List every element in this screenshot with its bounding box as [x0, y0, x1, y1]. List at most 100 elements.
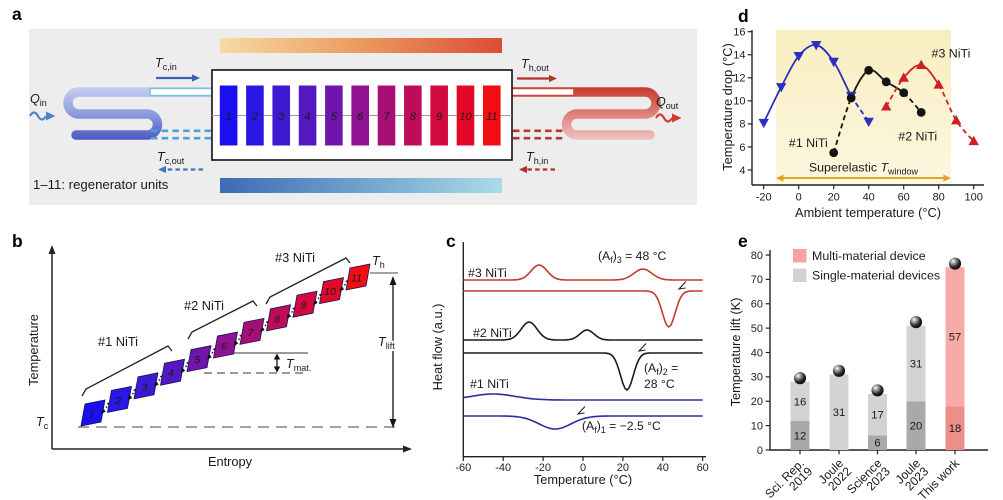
y-axis-label: Temperature drop (°C) [720, 43, 735, 170]
heat-transfer-dots [155, 376, 163, 385]
panel-label-a: a [12, 4, 22, 24]
bar-segment [906, 401, 926, 450]
dsc-series-label: #3 NiTi [468, 266, 507, 280]
label-q-in: Qin [30, 92, 47, 108]
data-point-triangle-up [898, 72, 909, 82]
total-marker-sphere [793, 372, 807, 385]
group3-label: #3 NiTi [275, 250, 315, 265]
data-point-circle [829, 148, 839, 158]
label-t-lift: Tlift [378, 335, 395, 351]
hot-heat-exchanger-coil [507, 87, 661, 140]
data-point-circle [864, 65, 874, 75]
bar-segment-value: 31 [833, 407, 846, 419]
series-labels: #1 NiTi #2 NiTi #3 NiTi [789, 47, 970, 150]
bar-segment-value: 20 [910, 421, 923, 433]
regenerator-unit-number: 9 [436, 111, 442, 123]
dsc-series-label: #1 NiTi [470, 377, 509, 391]
panel-a-schematic: a 1 2 3 4 5 6 7 8 9 10 11 Qin Tc,in Tc,out Th,out … [12, 4, 697, 205]
label-t-h: Th [372, 254, 385, 270]
y-tick-label: 30 [751, 372, 763, 384]
regenerator-unit-number: 6 [357, 111, 364, 123]
bar-segment-value: 6 [874, 438, 880, 450]
bar-segment [945, 267, 965, 407]
total-marker-sphere [832, 364, 846, 377]
regenerator-unit-number: 3 [278, 111, 285, 123]
data-point-circle [846, 93, 856, 103]
dsc-curve [463, 264, 703, 281]
entropy-unit-number: 6 [221, 341, 227, 353]
window-arrowhead-left [775, 174, 784, 182]
x-axis-arrowhead [403, 445, 412, 453]
y-tick-label: 40 [751, 347, 763, 359]
heat-flow-arrowhead [207, 354, 212, 360]
dsc-curve [463, 352, 703, 392]
af-marker-arrow [576, 406, 586, 415]
heat-flow-arrowhead [127, 395, 133, 401]
bar-segment [906, 325, 926, 402]
entropy-unit [80, 399, 106, 427]
af-temperature-label: (Af)3 = 48 °C [598, 249, 666, 265]
entropy-unit-number: 5 [195, 354, 201, 366]
data-point-circle [916, 107, 926, 117]
regenerator-unit [351, 85, 369, 146]
regenerator-unit-number: 7 [383, 111, 390, 123]
regenerator-unit [430, 85, 448, 146]
panel-label-c: c [446, 231, 456, 251]
heat-transfer-dots [102, 403, 110, 412]
bar-segment-value: 31 [910, 358, 923, 370]
entropy-unit [133, 372, 159, 400]
bar-segment [868, 435, 887, 450]
window-arrowhead-right [943, 174, 951, 182]
entropy-unit-number: 10 [324, 286, 336, 298]
heat-transfer-dots [182, 362, 190, 371]
label-t-mat: Tmat. [286, 357, 311, 373]
dsc-curve [463, 415, 703, 430]
heat-flow-arrowhead [339, 286, 345, 292]
y-tick-label: 10 [733, 96, 745, 108]
entropy-unit-number: 3 [142, 381, 148, 393]
group2-label: #2 NiTi [184, 298, 224, 313]
entropy-unit-number: 9 [301, 300, 307, 312]
data-point-triangle-down [863, 117, 874, 127]
y-tick-label: 20 [751, 396, 763, 408]
data-point-triangle-down [776, 83, 787, 93]
x-tick-label: 20 [828, 192, 840, 204]
regenerator-unit-number: 2 [251, 111, 258, 123]
bars-group: 12 16 31 6 17 20 31 18 57 [790, 257, 965, 450]
heat-flow-arrowhead [313, 300, 318, 306]
panel-label-e: e [738, 231, 748, 251]
regenerator-unit-number: 11 [486, 111, 497, 123]
category-label: Science2023 [844, 456, 893, 500]
dsc-curve [463, 393, 703, 401]
y-tick-label: 60 [751, 299, 763, 311]
entropy-unit-number: 8 [274, 313, 280, 325]
x-tick-label: -20 [535, 462, 551, 474]
x-tick-label: 80 [933, 192, 945, 204]
regenerator-unit-number: 1 [226, 111, 232, 123]
x-tick-label: 0 [796, 192, 802, 204]
superelastic-window-band [775, 30, 951, 185]
regenerator-unit-number: 10 [459, 111, 472, 123]
heat-flow-arrowhead [260, 327, 265, 333]
q-out-arrowhead [672, 113, 682, 123]
entropy-unit [213, 331, 238, 359]
heat-transfer-dots [314, 294, 322, 303]
y-tick-label: 6 [739, 142, 745, 154]
entropy-unit [319, 277, 344, 305]
q-in-arrowhead [46, 111, 56, 121]
series-label: #1 NiTi [789, 136, 828, 150]
panel-a-caption: 1–11: regenerator units [33, 177, 169, 192]
bar-segment-value: 17 [871, 410, 884, 422]
af-marker-arrow [677, 281, 687, 290]
y-tick-label: 12 [733, 73, 745, 85]
regenerator-unit-number: 5 [331, 111, 338, 123]
x-tick-label: 0 [580, 462, 586, 474]
axis-ticks: 0 10 20 30 40 50 60 70 80 [751, 250, 956, 457]
regenerator-unit [456, 85, 475, 146]
regenerator-unit [219, 85, 238, 146]
y-axis-label: Temperature [26, 314, 41, 386]
regenerator-units-group: 1 2 3 4 5 6 7 8 9 10 11 [219, 85, 501, 146]
y-tick-label: 0 [757, 445, 763, 457]
y-tick-label: 16 [733, 27, 745, 39]
